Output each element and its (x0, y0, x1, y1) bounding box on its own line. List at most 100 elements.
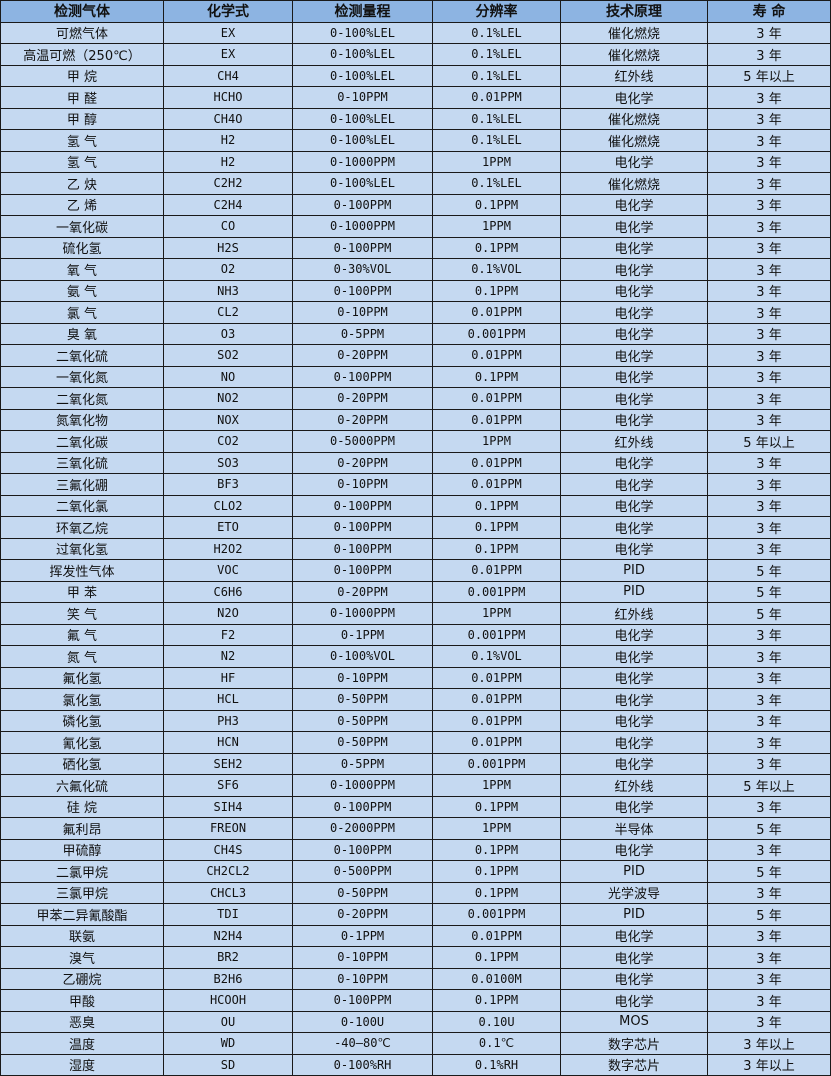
cell-principle: 电化学 (560, 86, 708, 109)
cell-lifespan: 3 年 (707, 150, 831, 173)
cell-resolution: 0.1PPM (432, 946, 561, 969)
cell-formula: H2 (163, 129, 293, 152)
cell-formula: CH2CL2 (163, 860, 293, 883)
cell-principle: 电化学 (560, 967, 708, 990)
cell-gas-name: 臭 氧 (0, 322, 164, 345)
cell-resolution: 0.1%LEL (432, 172, 561, 195)
cell-lifespan: 5 年以上 (707, 430, 831, 453)
cell-principle: 电化学 (560, 258, 708, 281)
cell-formula: N2 (163, 645, 293, 668)
cell-range: 0-100PPM (292, 537, 433, 560)
cell-resolution: 0.1%LEL (432, 129, 561, 152)
cell-resolution: 0.01PPM (432, 924, 561, 947)
cell-range: -40—80℃ (292, 1032, 433, 1055)
cell-principle: 催化燃烧 (560, 43, 708, 66)
cell-resolution: 1PPM (432, 817, 561, 840)
table-row: 一氧化氮 NO 0-100PPM 0.1PPM 电化学 3 年 (0, 365, 831, 388)
cell-gas-name: 氧 气 (0, 258, 164, 281)
cell-principle: 电化学 (560, 795, 708, 818)
cell-lifespan: 3 年 (707, 752, 831, 775)
cell-range: 0-20PPM (292, 903, 433, 926)
cell-lifespan: 3 年 (707, 645, 831, 668)
cell-range: 0-100%LEL (292, 107, 433, 130)
cell-formula: N2H4 (163, 924, 293, 947)
table-row: 氨 气 NH3 0-100PPM 0.1PPM 电化学 3 年 (0, 279, 831, 302)
cell-formula: HCHO (163, 86, 293, 109)
cell-range: 0-100PPM (292, 193, 433, 216)
cell-principle: 电化学 (560, 731, 708, 754)
cell-resolution: 0.01PPM (432, 344, 561, 367)
table-row: 六氟化硫 SF6 0-1000PPM 1PPM 红外线 5 年以上 (0, 774, 831, 797)
cell-range: 0-5PPM (292, 322, 433, 345)
cell-gas-name: 乙 烯 (0, 193, 164, 216)
cell-formula: F2 (163, 623, 293, 646)
cell-resolution: 0.1%RH (432, 1053, 561, 1076)
cell-resolution: 0.1PPM (432, 193, 561, 216)
cell-lifespan: 5 年 (707, 602, 831, 625)
cell-gas-name: 温度 (0, 1032, 164, 1055)
cell-lifespan: 3 年 (707, 43, 831, 66)
cell-formula: PH3 (163, 709, 293, 732)
cell-range: 0-10PPM (292, 946, 433, 969)
cell-formula: NO2 (163, 387, 293, 410)
cell-lifespan: 3 年 (707, 344, 831, 367)
cell-formula: O3 (163, 322, 293, 345)
header-formula: 化学式 (163, 0, 293, 23)
cell-gas-name: 氯 气 (0, 301, 164, 324)
cell-principle: 电化学 (560, 838, 708, 861)
cell-range: 0-100%LEL (292, 43, 433, 66)
cell-resolution: 0.1%LEL (432, 21, 561, 44)
cell-lifespan: 3 年 (707, 193, 831, 216)
cell-gas-name: 过氧化氢 (0, 537, 164, 560)
cell-range: 0-100PPM (292, 795, 433, 818)
cell-range: 0-100%LEL (292, 172, 433, 195)
cell-gas-name: 环氧乙烷 (0, 516, 164, 539)
cell-resolution: 0.1PPM (432, 860, 561, 883)
cell-lifespan: 3 年 (707, 387, 831, 410)
table-row: 挥发性气体 VOC 0-100PPM 0.01PPM PID 5 年 (0, 559, 831, 582)
table-row: 环氧乙烷 ETO 0-100PPM 0.1PPM 电化学 3 年 (0, 516, 831, 539)
cell-formula: H2S (163, 236, 293, 259)
cell-gas-name: 氢 气 (0, 150, 164, 173)
cell-principle: 电化学 (560, 752, 708, 775)
table-header-row: 检测气体 化学式 检测量程 分辨率 技术原理寿 命 (0, 0, 831, 23)
cell-resolution: 0.1%LEL (432, 64, 561, 87)
table-row: 硫化氢 H2S 0-100PPM 0.1PPM 电化学 3 年 (0, 236, 831, 259)
table-row: 乙 烯 C2H4 0-100PPM 0.1PPM 电化学 3 年 (0, 193, 831, 216)
cell-lifespan: 3 年 (707, 129, 831, 152)
table-row: 二氧化氮 NO2 0-20PPM 0.01PPM 电化学 3 年 (0, 387, 831, 410)
cell-formula: ETO (163, 516, 293, 539)
cell-resolution: 0.001PPM (432, 752, 561, 775)
cell-formula: N2O (163, 602, 293, 625)
table-row: 湿度 SD 0-100%RH 0.1%RH 数字芯片 3 年以上 (0, 1053, 831, 1076)
cell-range: 0-2000PPM (292, 817, 433, 840)
cell-range: 0-1PPM (292, 924, 433, 947)
table-row: 温度 WD -40—80℃ 0.1℃ 数字芯片 3 年以上 (0, 1032, 831, 1055)
cell-resolution: 0.01PPM (432, 709, 561, 732)
cell-lifespan: 3 年 (707, 1010, 831, 1033)
cell-range: 0-1000PPM (292, 774, 433, 797)
cell-range: 0-100%LEL (292, 21, 433, 44)
cell-range: 0-30%VOL (292, 258, 433, 281)
cell-range: 0-100PPM (292, 494, 433, 517)
cell-resolution: 0.1%LEL (432, 107, 561, 130)
cell-lifespan: 3 年 (707, 494, 831, 517)
cell-range: 0-10PPM (292, 967, 433, 990)
cell-gas-name: 三氧化硫 (0, 451, 164, 474)
cell-principle: 数字芯片 (560, 1053, 708, 1076)
cell-resolution: 0.1%VOL (432, 258, 561, 281)
cell-range: 0-100PPM (292, 365, 433, 388)
cell-resolution: 0.001PPM (432, 322, 561, 345)
header-resolution: 分辨率 (432, 0, 561, 23)
cell-gas-name: 甲 烷 (0, 64, 164, 87)
cell-lifespan: 3 年 (707, 666, 831, 689)
table-row: 氧 气 O2 0-30%VOL 0.1%VOL 电化学 3 年 (0, 258, 831, 281)
cell-formula: NOX (163, 408, 293, 431)
cell-formula: HF (163, 666, 293, 689)
cell-gas-name: 一氧化碳 (0, 215, 164, 238)
cell-principle: MOS (560, 1010, 708, 1033)
cell-resolution: 0.001PPM (432, 903, 561, 926)
cell-lifespan: 3 年 (707, 107, 831, 130)
cell-lifespan: 3 年 (707, 967, 831, 990)
cell-range: 0-50PPM (292, 709, 433, 732)
